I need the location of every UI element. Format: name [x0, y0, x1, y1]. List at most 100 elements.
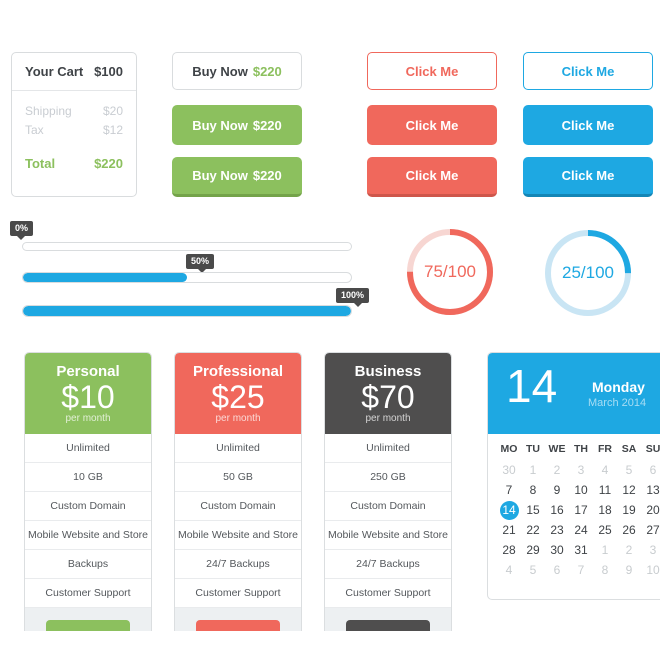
dial-25-ring: [545, 230, 631, 316]
signup-button-personal[interactable]: [46, 620, 130, 631]
calendar-day-selected[interactable]: 14: [499, 501, 519, 520]
calendar-day[interactable]: 16: [550, 503, 564, 517]
plan-feature: Custom Domain: [175, 492, 301, 521]
progress-bar-100: [22, 305, 352, 317]
click-me-button-red-3d[interactable]: Click Me: [367, 157, 497, 197]
click-me-button-red-flat[interactable]: Click Me: [367, 105, 497, 145]
pricing-card-personal: Personal $10 per month Unlimited 10 GB C…: [24, 352, 152, 631]
cart-tax-line: Tax $12: [25, 123, 123, 137]
calendar-day[interactable]: 29: [526, 543, 540, 557]
calendar-day[interactable]: 3: [649, 543, 657, 557]
plan-feature: Unlimited: [175, 434, 301, 463]
calendar-day[interactable]: 26: [622, 523, 636, 537]
plan-feature: Customer Support: [325, 579, 451, 608]
calendar-day[interactable]: 27: [646, 523, 660, 537]
calendar-day[interactable]: 31: [574, 543, 588, 557]
calendar-day[interactable]: 30: [550, 543, 564, 557]
calendar-day[interactable]: 7: [577, 563, 585, 577]
calendar-day[interactable]: 10: [646, 563, 660, 577]
calendar-day[interactable]: 7: [505, 483, 513, 497]
plan-feature: 24/7 Backups: [325, 550, 451, 579]
plan-feature: Customer Support: [175, 579, 301, 608]
buy-now-button-3d[interactable]: Buy Now $220: [172, 157, 302, 197]
plan-feature: Custom Domain: [25, 492, 151, 521]
pricing-footer-business: [325, 608, 451, 631]
calendar-day[interactable]: 4: [601, 463, 609, 477]
calendar-day[interactable]: 8: [601, 563, 609, 577]
dow-label: WE: [548, 443, 566, 455]
calendar-selected-day-big: 14: [506, 360, 558, 412]
pricing-footer-professional: [175, 608, 301, 631]
plan-feature: Backups: [25, 550, 151, 579]
calendar-day[interactable]: 19: [622, 503, 636, 517]
calendar-day[interactable]: 3: [577, 463, 585, 477]
calendar-day[interactable]: 5: [529, 563, 537, 577]
calendar-day[interactable]: 2: [625, 543, 633, 557]
click-me-button-blue-outline[interactable]: Click Me: [523, 52, 653, 90]
cart-shipping-line: Shipping $20: [25, 104, 123, 118]
calendar-day[interactable]: 9: [553, 483, 561, 497]
calendar-weekday: Monday: [592, 379, 645, 395]
calendar-day[interactable]: 6: [553, 563, 561, 577]
dial-75: 75/100: [402, 224, 498, 320]
dow-label: MO: [500, 443, 518, 455]
calendar-day[interactable]: 17: [574, 503, 588, 517]
dial-75-label: 75/100: [424, 262, 476, 281]
pricing-footer-personal: [25, 608, 151, 631]
calendar-day[interactable]: 11: [598, 483, 612, 497]
progress-fill-100: [23, 306, 351, 316]
signup-button-professional[interactable]: [196, 620, 280, 631]
calendar-day[interactable]: 23: [550, 523, 564, 537]
calendar-widget: 14 Monday March 2014 MO TU WE TH FR SA S…: [487, 352, 660, 600]
click-me-button-blue-flat[interactable]: Click Me: [523, 105, 653, 145]
cart-total-line: Total $220: [12, 142, 136, 171]
plan-feature: 250 GB: [325, 463, 451, 492]
calendar-day-headers: MO TU WE TH FR SA SU: [488, 443, 660, 455]
calendar-day[interactable]: 18: [598, 503, 612, 517]
calendar-week-row: 14 15 16 17 18 19 20: [488, 501, 660, 520]
calendar-day[interactable]: 13: [646, 483, 660, 497]
calendar-day[interactable]: 1: [601, 543, 609, 557]
calendar-day[interactable]: 21: [502, 523, 516, 537]
calendar-day[interactable]: 12: [622, 483, 636, 497]
cart-shipping-label: Shipping: [25, 104, 72, 118]
calendar-day[interactable]: 28: [502, 543, 516, 557]
cart-body: Shipping $20 Tax $12: [12, 91, 136, 137]
calendar-day[interactable]: 1: [529, 463, 537, 477]
click-me-label: Click Me: [405, 117, 459, 133]
calendar-day[interactable]: 30: [502, 463, 516, 477]
dow-label: FR: [598, 443, 612, 455]
calendar-day[interactable]: 20: [646, 503, 660, 517]
plan-feature: Customer Support: [25, 579, 151, 608]
buy-now-button-outline[interactable]: Buy Now $220: [172, 52, 302, 90]
cart-header: Your Cart $100: [12, 53, 136, 91]
plan-feature: Unlimited: [25, 434, 151, 463]
signup-button-business[interactable]: [346, 620, 430, 631]
calendar-day[interactable]: 22: [526, 523, 540, 537]
calendar-day[interactable]: 5: [625, 463, 633, 477]
click-me-label: Click Me: [561, 168, 615, 183]
calendar-day[interactable]: 25: [598, 523, 612, 537]
plan-name: Business: [354, 363, 422, 380]
calendar-day[interactable]: 24: [574, 523, 588, 537]
click-me-button-blue-3d[interactable]: Click Me: [523, 157, 653, 197]
progress-tooltip-50: 50%: [186, 254, 215, 273]
cart-widget: Your Cart $100 Shipping $20 Tax $12 Tota…: [11, 52, 137, 197]
calendar-day[interactable]: 2: [553, 463, 561, 477]
calendar-day[interactable]: 4: [505, 563, 513, 577]
plan-price: $70: [361, 379, 415, 415]
buy-now-button-flat[interactable]: Buy Now $220: [172, 105, 302, 145]
calendar-day[interactable]: 9: [625, 563, 633, 577]
buy-now-label: Buy Now: [192, 117, 248, 133]
calendar-day[interactable]: 6: [649, 463, 657, 477]
plan-name: Professional: [192, 363, 284, 380]
calendar-day[interactable]: 15: [526, 503, 540, 517]
calendar-day[interactable]: 8: [529, 483, 537, 497]
calendar-week-row: 28 29 30 31 1 2 3: [488, 541, 660, 560]
calendar-day[interactable]: 10: [574, 483, 588, 497]
plan-feature: Mobile Website and Store: [325, 521, 451, 550]
dial-25: 25/100: [540, 225, 636, 321]
click-me-button-red-outline[interactable]: Click Me: [367, 52, 497, 90]
progress-bar-50: [22, 272, 352, 283]
plan-period: per month: [215, 413, 261, 424]
